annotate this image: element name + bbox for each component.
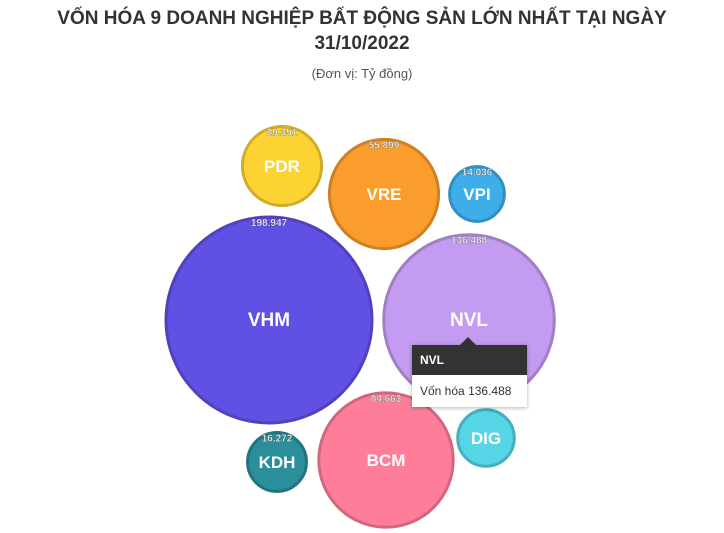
bubble-label: VPI xyxy=(463,185,490,204)
value-label: 29.351 xyxy=(267,127,298,138)
bubble xyxy=(317,391,455,529)
tooltip-arrow xyxy=(460,337,476,345)
tooltip: NVL Vốn hóa 136.488 xyxy=(412,345,527,407)
value-label: 136.488 xyxy=(451,236,488,247)
bubble xyxy=(327,137,441,251)
bubble-label: BCM xyxy=(367,451,406,470)
tooltip-body: Vốn hóa 136.488 xyxy=(412,375,527,407)
chart-title: VỐN HÓA 9 DOANH NGHIỆP BẤT ĐỘNG SẢN LỚN … xyxy=(57,8,667,54)
bubble-label: DIG xyxy=(471,429,501,448)
bubble-label: VHM xyxy=(248,310,290,331)
bubble xyxy=(246,431,308,493)
bubble-label: VRE xyxy=(367,185,402,204)
bubble xyxy=(448,165,506,223)
bubble xyxy=(456,408,516,468)
value-label: 55.899 xyxy=(369,140,400,151)
value-label: 198.947 xyxy=(251,218,288,229)
value-label: 14.036 xyxy=(462,168,493,179)
tooltip-label: Vốn hóa xyxy=(420,384,465,398)
bubble xyxy=(240,124,324,208)
bubble xyxy=(164,215,374,425)
bubble-label: NVL xyxy=(450,310,488,331)
value-label: 84.663 xyxy=(371,394,402,405)
bubble-label: PDR xyxy=(264,157,300,176)
tooltip-title: NVL xyxy=(412,345,527,375)
tooltip-value: 136.488 xyxy=(468,384,512,398)
chart-subtitle: (Đơn vị: Tỷ đồng) xyxy=(311,66,413,81)
bubble-label: KDH xyxy=(259,453,296,472)
value-label: 16.272 xyxy=(262,434,293,445)
